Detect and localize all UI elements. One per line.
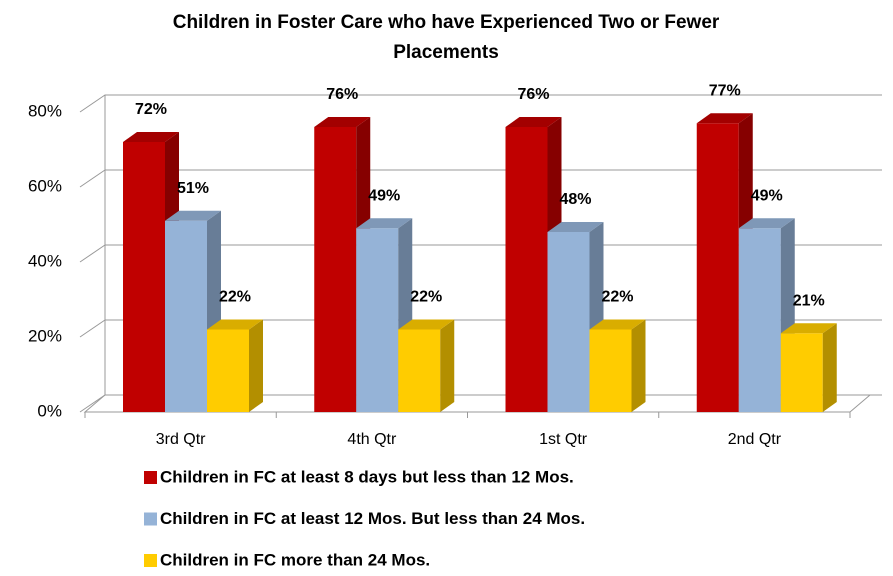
bar-front xyxy=(314,127,357,412)
bar-front xyxy=(165,220,207,412)
value-label: 49% xyxy=(368,187,400,204)
bar-front xyxy=(398,329,441,412)
bar-front xyxy=(356,228,399,412)
bar-front xyxy=(696,123,739,412)
bar-top xyxy=(696,113,753,124)
bar xyxy=(398,319,455,412)
bar-top xyxy=(505,117,562,127)
bar-top xyxy=(780,323,837,334)
y-tick-label: 0% xyxy=(37,401,62,420)
bar-side xyxy=(631,319,646,412)
bar-top xyxy=(398,319,455,330)
x-tick-label: 4th Qtr xyxy=(347,431,397,448)
legend-swatch xyxy=(144,512,157,526)
bar xyxy=(207,319,263,412)
value-label: 21% xyxy=(793,292,825,309)
bar-side xyxy=(822,323,837,412)
bar-top xyxy=(547,222,604,232)
bar-front xyxy=(505,127,548,412)
x-tick-label: 3rd Qtr xyxy=(156,431,206,448)
bar-top xyxy=(165,210,221,221)
value-label: 48% xyxy=(559,191,591,208)
bar-front xyxy=(780,333,823,412)
legend-label: Children in FC more than 24 Mos. xyxy=(160,550,430,569)
legend-label: Children in FC at least 8 days but less … xyxy=(160,467,574,486)
value-label: 72% xyxy=(135,101,167,118)
bar-front xyxy=(207,329,249,412)
legend-swatch xyxy=(144,471,157,484)
bar xyxy=(589,319,646,412)
bar-top xyxy=(738,218,795,229)
y-tick-label: 80% xyxy=(28,101,62,120)
x-tick-label: 2nd Qtr xyxy=(728,431,782,448)
legend-label: Children in FC at least 12 Mos. But less… xyxy=(160,509,585,528)
value-label: 77% xyxy=(709,82,741,99)
bar-top xyxy=(589,319,646,330)
bar-front xyxy=(589,329,632,412)
bar-front xyxy=(738,228,781,412)
x-tick-label: 1st Qtr xyxy=(539,431,588,448)
value-label: 51% xyxy=(177,180,209,197)
chart-title: Children in Foster Care who have Experie… xyxy=(172,12,720,63)
value-label: 76% xyxy=(517,86,549,103)
value-label: 22% xyxy=(601,289,633,306)
bar xyxy=(780,323,837,412)
legend-swatch xyxy=(144,554,157,567)
bar-side xyxy=(249,319,263,412)
bar-top xyxy=(207,319,263,330)
bar-front xyxy=(123,142,165,412)
bar-top xyxy=(314,117,371,127)
bar-side xyxy=(440,319,455,412)
value-label: 49% xyxy=(751,187,783,204)
y-tick-label: 40% xyxy=(28,251,62,270)
value-label: 76% xyxy=(326,86,358,103)
y-tick-label: 20% xyxy=(28,326,62,345)
grid-line xyxy=(79,94,882,113)
bar-top xyxy=(356,218,413,229)
y-tick-label: 60% xyxy=(28,176,62,195)
value-label: 22% xyxy=(410,289,442,306)
bar-top xyxy=(123,132,179,142)
bar-front xyxy=(547,232,590,412)
value-label: 22% xyxy=(219,289,251,306)
